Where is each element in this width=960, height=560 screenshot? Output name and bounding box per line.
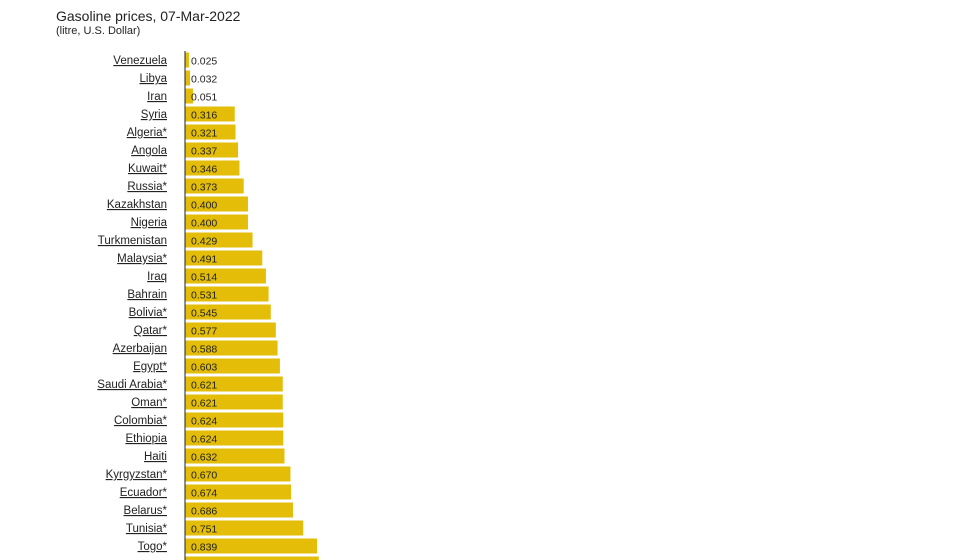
bar [185,556,319,560]
bar [185,196,248,212]
bar [185,178,244,194]
bar [185,448,285,464]
value-label: 0.577 [191,326,217,338]
category-label: Syria [141,109,168,121]
bar [185,268,266,284]
category-label: Bolivia* [129,307,168,319]
value-label: 0.400 [191,200,217,212]
value-label: 0.588 [191,344,217,356]
value-label: 0.316 [191,110,217,122]
bar [185,304,271,320]
value-label: 0.531 [191,290,217,302]
category-label: Kuwait* [128,163,168,175]
value-label: 0.603 [191,362,217,374]
category-label: Angola [131,145,167,157]
value-label: 0.624 [191,416,217,428]
category-label: Malaysia* [117,253,167,265]
category-label: Oman* [131,397,167,409]
value-label: 0.025 [191,56,217,68]
value-label: 0.621 [191,380,217,392]
value-label: 0.545 [191,308,217,320]
bar [185,376,283,392]
value-label: 0.674 [191,488,217,500]
value-label: 0.321 [191,128,217,140]
category-label: Ecuador* [120,487,168,499]
value-label: 0.751 [191,524,217,536]
value-label: 0.032 [191,74,217,86]
category-label: Libya [140,73,168,85]
bar [185,160,240,176]
category-label: Qatar* [134,325,168,337]
category-label: Togo* [138,541,168,553]
bar [185,124,236,140]
bar [185,88,194,104]
bar [185,52,189,68]
bar [185,142,239,158]
value-label: 0.839 [191,542,217,554]
bar [185,286,269,302]
bar [185,340,278,356]
value-label: 0.337 [191,146,217,158]
value-label: 0.632 [191,452,217,464]
bar [185,466,291,482]
category-label: Ethiopia [125,433,167,445]
category-label: Belarus* [124,505,168,517]
category-label: Algeria* [127,127,168,139]
value-label: 0.346 [191,164,217,176]
value-label: 0.491 [191,254,217,266]
category-label: Saudi Arabia* [97,379,167,391]
value-label: 0.670 [191,470,217,482]
bar [185,394,283,410]
bar [185,502,293,518]
value-label: 0.400 [191,218,217,230]
value-label: 0.429 [191,236,217,248]
bar [185,538,318,554]
bar [185,106,235,122]
category-label: Turkmenistan [98,235,167,247]
category-label: Azerbaijan [113,343,167,355]
bar [185,250,263,266]
category-label: Iran [147,91,167,103]
category-label: Kyrgyzstan* [106,469,168,481]
category-label: Bahrain [127,289,167,301]
chart-subtitle: (litre, U.S. Dollar) [56,25,141,37]
value-label: 0.624 [191,434,217,446]
category-label: Tunisia* [126,523,168,535]
value-label: 0.686 [191,506,217,518]
category-label: Venezuela [113,55,167,67]
bar [185,214,248,230]
value-label: 0.373 [191,182,217,194]
bar [185,412,284,428]
value-label: 0.621 [191,398,217,410]
category-label: Haiti [144,451,167,463]
bar [185,520,304,536]
category-label: Colombia* [114,415,168,427]
category-label: Nigeria [131,217,168,229]
bar [185,430,284,446]
category-label: Egypt* [133,361,167,373]
value-label: 0.051 [191,92,217,104]
chart-title: Gasoline prices, 07-Mar-2022 [56,8,241,24]
value-label: 0.514 [191,272,217,284]
category-label: Iraq [147,271,167,283]
bar [185,358,280,374]
bar [185,484,292,500]
bar [185,322,276,338]
bar [185,232,253,248]
bar [185,70,191,86]
category-label: Kazakhstan [107,199,167,211]
category-label: Russia* [127,181,167,193]
